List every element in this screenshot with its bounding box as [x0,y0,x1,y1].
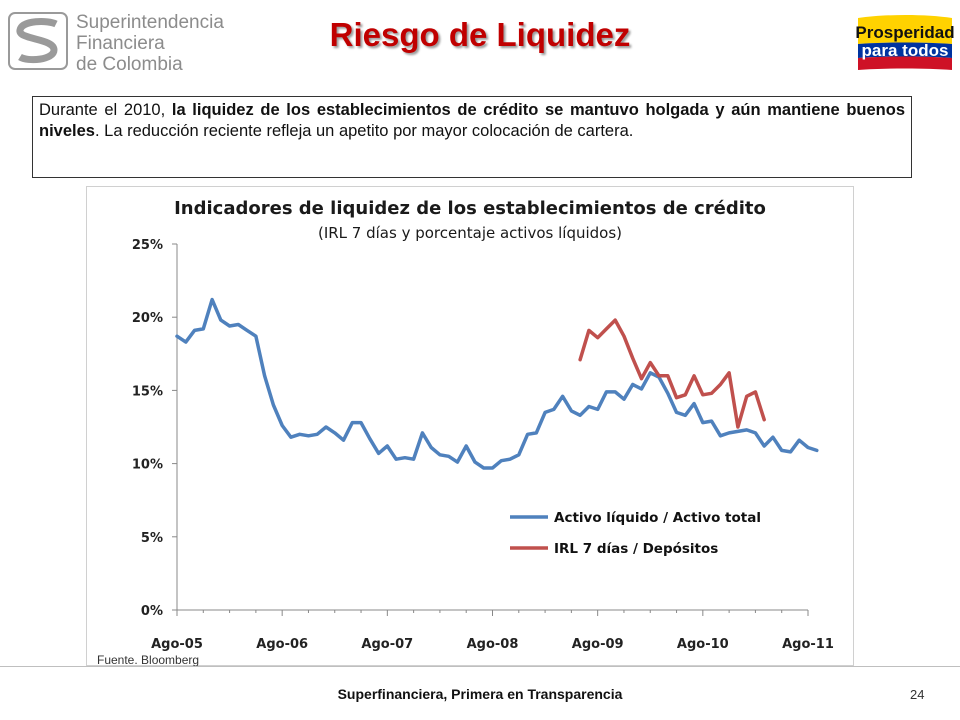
logo-line-1: Superintendencia [76,12,224,33]
logo-red-band [858,56,952,70]
series-line-1 [175,297,819,470]
logo-right-line-2: para todos [862,41,949,60]
logo-text: Superintendencia Financiera de Colombia [76,12,224,75]
x-tick-label: Ago-11 [782,637,834,652]
y-tick-label: 0% [141,604,163,619]
logo-right-line-1: Prosperidad [856,23,955,42]
x-tick-label: Ago-09 [572,637,624,652]
y-tick-label: 5% [141,531,163,546]
x-tick-label: Ago-05 [151,637,203,652]
chart-series [175,297,819,470]
chart-legend: Activo líquido / Activo total IRL 7 días … [510,510,761,557]
prosperidad-logo: Prosperidad para todos [856,15,955,70]
logo-blue-band [858,42,952,58]
series-line-2 [578,318,766,429]
x-tick-label: Ago-06 [256,637,308,652]
intro-text-part-1: Durante el 2010, [39,101,172,119]
page-number: 24 [910,687,925,702]
legend-label: IRL 7 días / Depósitos [554,541,718,557]
intro-text-bold: la liquidez de los establecimientos de c… [39,101,905,140]
superfinanciera-emblem-icon [8,12,68,70]
x-tick-label: Ago-07 [361,637,413,652]
chart-source: Fuente. Bloomberg [97,653,200,667]
legend-label: Activo líquido / Activo total [554,510,761,526]
y-tick-label: 25% [132,238,163,253]
logo-line-3: de Colombia [76,54,183,75]
superfinanciera-logo: Superintendencia Financiera de Colombia [8,10,228,75]
x-tick-label: Ago-10 [677,637,729,652]
footer-text: Superfinanciera, Primera en Transparenci… [337,686,623,702]
chart-axes: 0% 5% 10% 15% 20% 25% Ago-05 Ago-06 Ago-07 Ago-08… [132,238,834,652]
slide-title: Riesgo de Liquidez [329,16,631,53]
y-tick-label: 10% [132,458,163,473]
liquidity-chart: Indicadores de liquidez de los estableci… [132,198,834,652]
y-tick-label: 15% [132,384,163,399]
chart-frame [86,186,854,666]
y-tick-label: 20% [132,311,163,326]
logo-yellow-band [858,15,952,44]
logo-line-2: Financiera [76,33,165,54]
footer-divider [0,666,960,667]
intro-text-part-3: . La reducción reciente refleja un apeti… [94,122,634,140]
chart-subtitle: (IRL 7 días y porcentaje activos líquido… [318,224,622,242]
chart-title: Indicadores de liquidez de los estableci… [174,198,766,219]
intro-text-box: Durante el 2010, la liquidez de los esta… [32,96,912,178]
x-tick-label: Ago-08 [467,637,519,652]
